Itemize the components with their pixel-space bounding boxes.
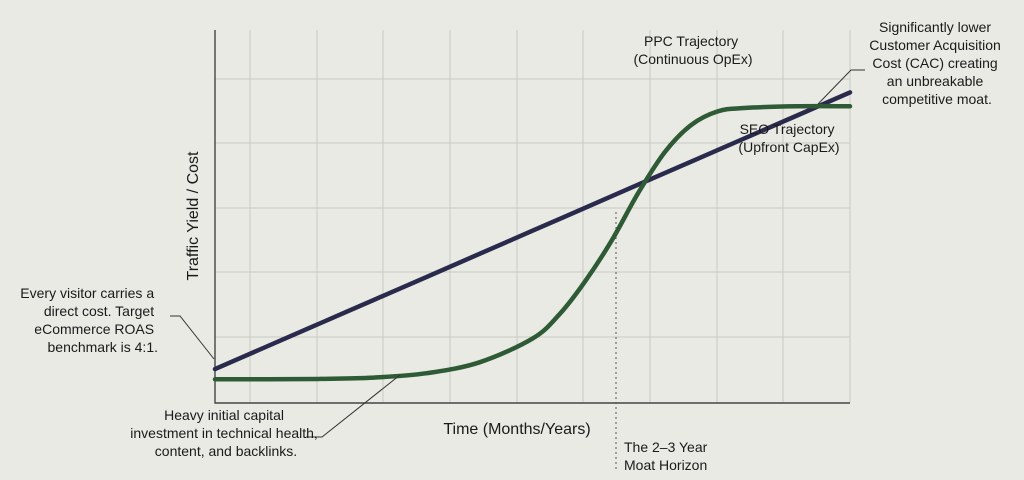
cac-line-0: Significantly lower	[879, 19, 991, 35]
visitor-leader	[170, 315, 215, 360]
ppc-trajectory-line	[212, 90, 853, 372]
seo-label-line1: SEO Trajectory	[740, 121, 835, 137]
investment-line-2: content, and backlinks.	[155, 443, 297, 459]
investment-leader	[306, 374, 401, 438]
horizon-annotation: The 2–3 Year Moat Horizon	[624, 439, 711, 473]
plot-axes	[214, 30, 850, 404]
cac-line-1: Customer Acquisition	[869, 37, 1001, 53]
horizon-line-0: The 2–3 Year	[624, 439, 708, 455]
cac-leader	[817, 69, 865, 105]
investment-line-1: investment in technical health,	[130, 425, 318, 441]
x-axis-label: Time (Months/Years)	[443, 421, 590, 438]
series-layer	[212, 90, 853, 382]
ppc-label-line1: PPC Trajectory	[644, 33, 738, 49]
visitor-line-1: direct cost. Target	[44, 303, 154, 319]
ppc-label: PPC Trajectory (Continuous OpEx)	[633, 33, 752, 67]
investment-line-0: Heavy initial capital	[164, 407, 284, 423]
cac-annotation: Significantly lower Customer Acquisition…	[869, 19, 1004, 107]
cac-line-4: competitive moat.	[882, 91, 992, 107]
visitor-line-0: Every visitor carries a	[20, 285, 154, 301]
cac-line-3: an unbreakable	[887, 73, 984, 89]
ppc-label-line2: (Continuous OpEx)	[633, 51, 752, 67]
seo-label-line2: (Upfront CapEx)	[738, 139, 839, 155]
y-axis-label: Traffic Yield / Cost	[185, 151, 202, 280]
visitor-annotation: Every visitor carries a direct cost. Tar…	[20, 285, 158, 355]
horizon-line-1: Moat Horizon	[624, 457, 707, 473]
visitor-line-2: eCommerce ROAS	[34, 321, 154, 337]
seo-trajectory-line	[212, 103, 853, 382]
visitor-line-3: benchmark is 4:1.	[48, 339, 159, 355]
grid	[215, 30, 851, 403]
seo-label: SEO Trajectory (Upfront CapEx)	[738, 121, 839, 155]
investment-annotation: Heavy initial capital investment in tech…	[130, 407, 321, 459]
cac-line-2: Cost (CAC) creating	[872, 55, 997, 71]
